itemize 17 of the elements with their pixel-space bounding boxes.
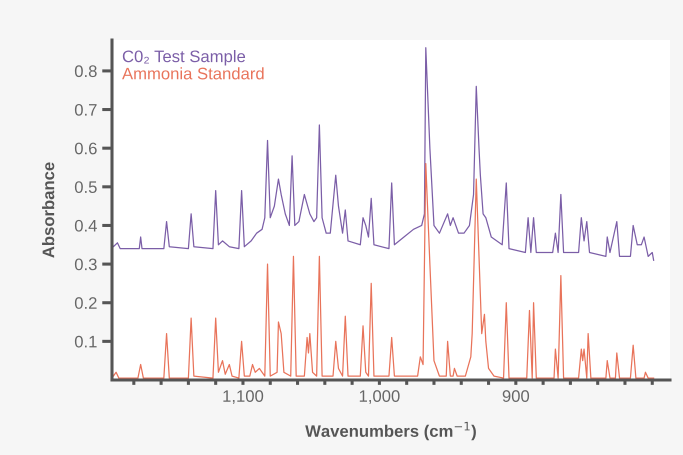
- y-tick-label: 0.4: [74, 220, 97, 232]
- x-tick-label: 1,100: [223, 390, 264, 404]
- y-axis-title: Absorbance: [42, 162, 54, 258]
- text: C0₂ Test Sample: [122, 50, 246, 66]
- x-tick-label: 1,000: [360, 390, 400, 404]
- x-tick-label: 900: [502, 390, 530, 402]
- y-tick-label: 0.7: [74, 104, 97, 116]
- text: Ammonia Standard: [122, 67, 264, 80]
- y-tick-label: 0.2: [74, 297, 97, 309]
- y-tick-label: 0.3: [74, 258, 97, 270]
- line-series: [112, 163, 654, 379]
- y-tick-label: 0.6: [74, 142, 97, 154]
- y-tick-label: 0.5: [74, 181, 97, 194]
- x-axis-title: Wavenumbers (cm$^{−1}$): [305, 422, 476, 440]
- y-tick-label: 0.1: [74, 336, 97, 348]
- y-tick-label: 0.8: [74, 65, 97, 78]
- line-series: [112, 47, 654, 261]
